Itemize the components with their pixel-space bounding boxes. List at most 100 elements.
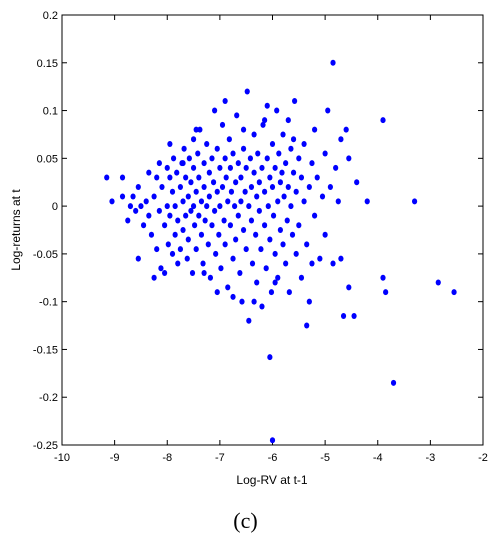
y-tick-label: 0.1 xyxy=(43,106,58,118)
data-point xyxy=(183,212,189,219)
data-point xyxy=(269,141,276,147)
data-point xyxy=(226,136,232,143)
data-point xyxy=(259,303,265,310)
data-point xyxy=(172,203,178,210)
data-point xyxy=(268,289,275,296)
x-tick-label: -4 xyxy=(373,452,383,464)
data-point xyxy=(216,231,222,238)
data-point xyxy=(210,179,217,186)
y-tick-label: -0.25 xyxy=(33,440,58,452)
data-point xyxy=(272,250,278,257)
data-point xyxy=(277,179,283,186)
data-point xyxy=(283,160,289,167)
data-point xyxy=(243,246,249,253)
y-tick-label: 0.15 xyxy=(37,58,58,70)
data-point xyxy=(221,217,227,224)
data-point xyxy=(190,164,197,171)
data-point xyxy=(214,188,220,195)
data-point xyxy=(306,298,312,305)
data-point xyxy=(154,246,160,253)
y-tick-label: 0 xyxy=(52,201,58,213)
data-point xyxy=(239,298,245,305)
data-point xyxy=(260,121,266,128)
data-point xyxy=(290,136,297,143)
data-point xyxy=(198,231,205,238)
data-point xyxy=(193,188,199,195)
data-point xyxy=(206,193,212,200)
data-point xyxy=(162,270,168,276)
data-point xyxy=(327,184,333,190)
y-axis-label: Log-returns at t xyxy=(9,189,23,271)
data-point xyxy=(170,155,177,162)
data-point xyxy=(380,274,386,281)
data-point xyxy=(133,207,139,214)
data-point xyxy=(162,222,168,229)
data-point xyxy=(196,174,202,181)
data-point xyxy=(222,155,228,162)
data-point xyxy=(435,279,441,286)
data-point xyxy=(140,222,147,229)
data-point xyxy=(293,188,299,195)
data-point xyxy=(212,107,218,114)
data-point xyxy=(286,289,292,296)
data-point xyxy=(167,141,173,147)
data-point xyxy=(127,203,134,210)
data-point xyxy=(151,193,157,200)
data-point xyxy=(225,284,231,291)
data-point xyxy=(164,203,170,210)
data-point xyxy=(335,198,341,205)
data-point xyxy=(206,169,212,176)
y-tick-label: 0.05 xyxy=(37,153,58,165)
data-point xyxy=(330,260,336,267)
data-point xyxy=(180,227,186,233)
data-point xyxy=(146,169,152,176)
data-point xyxy=(235,160,241,167)
data-point xyxy=(181,145,187,152)
data-point xyxy=(238,198,244,205)
data-point xyxy=(167,212,173,219)
data-point xyxy=(175,217,181,224)
x-tick-label: -6 xyxy=(268,452,278,464)
data-point xyxy=(256,179,262,186)
y-tick-label: -0.15 xyxy=(33,344,58,356)
data-point xyxy=(164,164,170,171)
data-point xyxy=(143,198,149,205)
data-point xyxy=(202,217,208,224)
x-tick-label: -8 xyxy=(162,452,172,464)
data-point xyxy=(253,231,259,238)
data-point xyxy=(346,155,352,162)
data-point xyxy=(380,117,386,124)
data-point xyxy=(451,289,457,296)
data-point xyxy=(254,193,260,200)
data-point xyxy=(198,198,205,205)
data-point xyxy=(197,126,203,133)
data-point xyxy=(346,284,352,291)
data-point xyxy=(288,203,294,210)
data-point xyxy=(212,207,218,214)
data-point xyxy=(274,107,280,114)
data-point xyxy=(238,174,244,181)
data-point xyxy=(177,184,184,190)
data-point xyxy=(183,174,189,181)
x-tick-label: -9 xyxy=(110,452,120,464)
data-point xyxy=(186,155,192,162)
data-point xyxy=(262,222,268,229)
data-point xyxy=(201,270,207,276)
data-point xyxy=(240,227,247,233)
data-point xyxy=(283,260,289,267)
data-point xyxy=(190,136,197,143)
data-point xyxy=(167,174,173,181)
y-tick-label: 0.2 xyxy=(43,10,58,22)
data-point xyxy=(267,354,273,361)
data-point xyxy=(351,313,357,319)
data-point xyxy=(169,250,176,257)
data-point xyxy=(275,274,281,281)
data-point xyxy=(232,203,238,210)
data-point xyxy=(138,203,144,210)
data-point xyxy=(214,145,220,152)
data-point xyxy=(298,274,305,281)
data-point xyxy=(240,145,247,152)
x-tick-label: -5 xyxy=(320,452,330,464)
data-point xyxy=(330,59,336,66)
data-point xyxy=(288,145,294,152)
